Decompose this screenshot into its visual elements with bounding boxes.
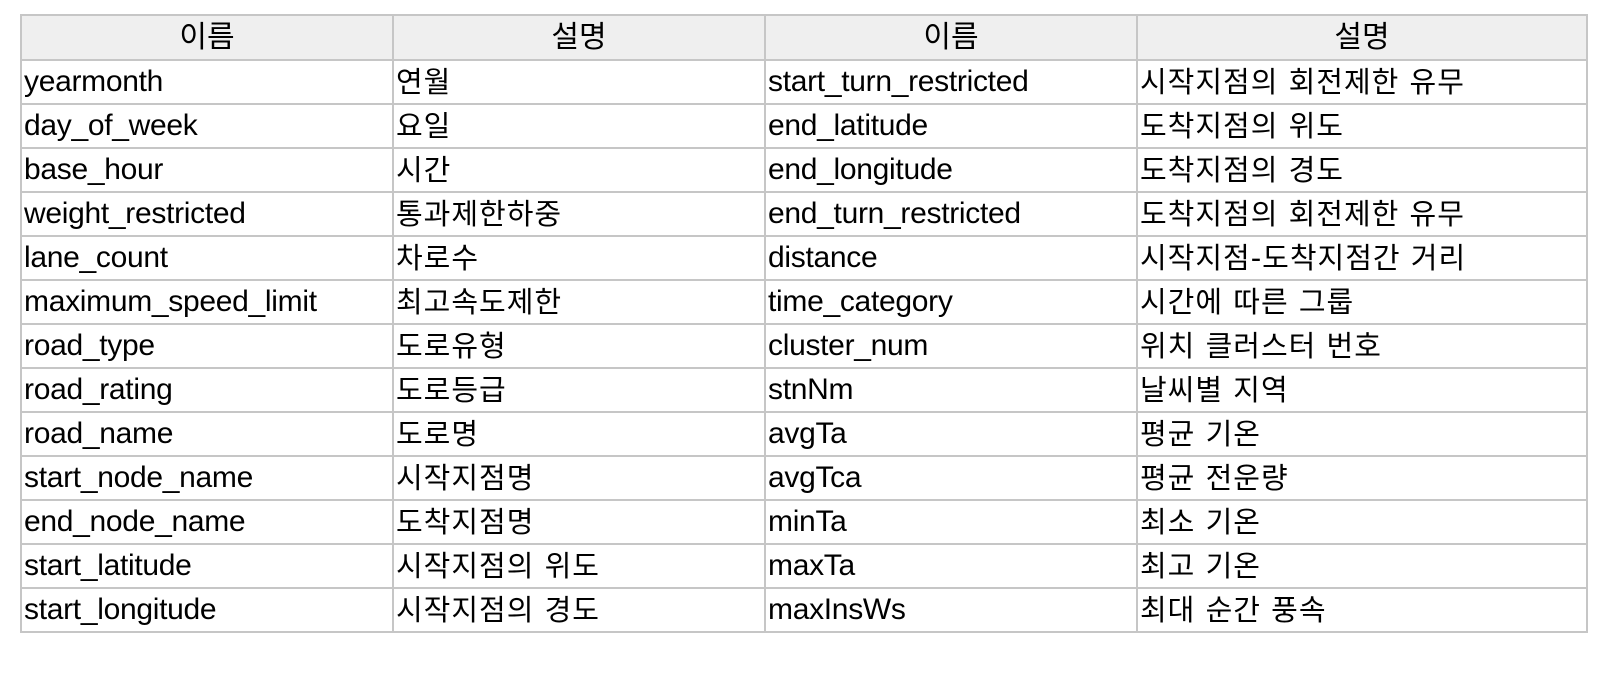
- variable-description-cell: 평균 기온: [1136, 411, 1588, 457]
- variable-description-cell: 요일: [392, 103, 766, 149]
- table-body: yearmonth 연월 start_turn_restricted 시작지점의 회전…: [20, 59, 1588, 633]
- variable-name-cell: minTa: [764, 499, 1138, 545]
- header-name-2: 이름: [764, 14, 1138, 61]
- variable-description-cell: 통과제한하중: [392, 191, 766, 237]
- header-description-1: 설명: [392, 14, 766, 61]
- variable-description-cell: 도착지점명: [392, 499, 766, 545]
- variable-name-cell: cluster_num: [764, 323, 1138, 369]
- variable-name-cell: weight_restricted: [20, 191, 394, 237]
- variable-name-cell: start_turn_restricted: [764, 59, 1138, 105]
- variable-name-cell: end_node_name: [20, 499, 394, 545]
- table-row: day_of_week 요일 end_latitude 도착지점의 위도: [20, 103, 1588, 149]
- variable-description-cell: 연월: [392, 59, 766, 105]
- variable-description-cell: 시작지점의 회전제한 유무: [1136, 59, 1588, 105]
- variable-description-cell: 도착지점의 위도: [1136, 103, 1588, 149]
- table-row: start_longitude 시작지점의 경도 maxInsWs 최대 순간 풍속: [20, 587, 1588, 633]
- variable-description-cell: 최고속도제한: [392, 279, 766, 325]
- variable-description-cell: 차로수: [392, 235, 766, 281]
- variable-name-cell: maxTa: [764, 543, 1138, 589]
- table-row: base_hour 시간 end_longitude 도착지점의 경도: [20, 147, 1588, 193]
- variable-name-cell: maximum_speed_limit: [20, 279, 394, 325]
- table-row: maximum_speed_limit 최고속도제한 time_category 시간…: [20, 279, 1588, 325]
- variable-description-cell: 시간: [392, 147, 766, 193]
- variable-name-cell: distance: [764, 235, 1138, 281]
- variable-name-cell: end_turn_restricted: [764, 191, 1138, 237]
- variable-name-cell: road_rating: [20, 367, 394, 413]
- variable-description-cell: 위치 클러스터 번호: [1136, 323, 1588, 369]
- variable-description-cell: 시작지점의 위도: [392, 543, 766, 589]
- variable-name-cell: avgTca: [764, 455, 1138, 501]
- header-description-2: 설명: [1136, 14, 1588, 61]
- variable-description-cell: 도로등급: [392, 367, 766, 413]
- table-row: weight_restricted 통과제한하중 end_turn_restrict…: [20, 191, 1588, 237]
- variable-name-cell: road_name: [20, 411, 394, 457]
- variable-name-cell: avgTa: [764, 411, 1138, 457]
- variable-name-cell: road_type: [20, 323, 394, 369]
- variable-description-cell: 시작지점명: [392, 455, 766, 501]
- variable-description-cell: 도착지점의 회전제한 유무: [1136, 191, 1588, 237]
- variable-description-cell: 날씨별 지역: [1136, 367, 1588, 413]
- header-name-1: 이름: [20, 14, 394, 61]
- variable-name-cell: time_category: [764, 279, 1138, 325]
- table-row: lane_count 차로수 distance 시작지점-도착지점간 거리: [20, 235, 1588, 281]
- variable-name-cell: yearmonth: [20, 59, 394, 105]
- variable-description-cell: 최대 순간 풍속: [1136, 587, 1588, 633]
- table-row: end_node_name 도착지점명 minTa 최소 기온: [20, 499, 1588, 545]
- variable-name-cell: day_of_week: [20, 103, 394, 149]
- table-row: start_node_name 시작지점명 avgTca 평균 전운량: [20, 455, 1588, 501]
- variable-name-cell: start_node_name: [20, 455, 394, 501]
- variable-description-cell: 최고 기온: [1136, 543, 1588, 589]
- header-row: 이름 설명 이름 설명: [20, 14, 1588, 61]
- variable-name-cell: end_latitude: [764, 103, 1138, 149]
- variable-description-cell: 도로명: [392, 411, 766, 457]
- table-container: 이름 설명 이름 설명 yearmonth 연월 start_turn_restri…: [20, 14, 1588, 633]
- variable-name-cell: stnNm: [764, 367, 1138, 413]
- table-row: yearmonth 연월 start_turn_restricted 시작지점의 회전…: [20, 59, 1588, 105]
- variable-description-cell: 시작지점-도착지점간 거리: [1136, 235, 1588, 281]
- variable-name-cell: lane_count: [20, 235, 394, 281]
- variable-description-cell: 시간에 따른 그룹: [1136, 279, 1588, 325]
- variable-name-cell: base_hour: [20, 147, 394, 193]
- variable-description-cell: 도착지점의 경도: [1136, 147, 1588, 193]
- variable-description-cell: 최소 기온: [1136, 499, 1588, 545]
- variable-name-cell: end_longitude: [764, 147, 1138, 193]
- variable-name-cell: maxInsWs: [764, 587, 1138, 633]
- variable-description-cell: 시작지점의 경도: [392, 587, 766, 633]
- table-row: road_name 도로명 avgTa 평균 기온: [20, 411, 1588, 457]
- table-row: start_latitude 시작지점의 위도 maxTa 최고 기온: [20, 543, 1588, 589]
- table-row: road_rating 도로등급 stnNm 날씨별 지역: [20, 367, 1588, 413]
- variable-description-cell: 도로유형: [392, 323, 766, 369]
- variable-description-table: 이름 설명 이름 설명 yearmonth 연월 start_turn_restri…: [20, 14, 1588, 633]
- variable-name-cell: start_longitude: [20, 587, 394, 633]
- variable-name-cell: start_latitude: [20, 543, 394, 589]
- variable-description-cell: 평균 전운량: [1136, 455, 1588, 501]
- table-row: road_type 도로유형 cluster_num 위치 클러스터 번호: [20, 323, 1588, 369]
